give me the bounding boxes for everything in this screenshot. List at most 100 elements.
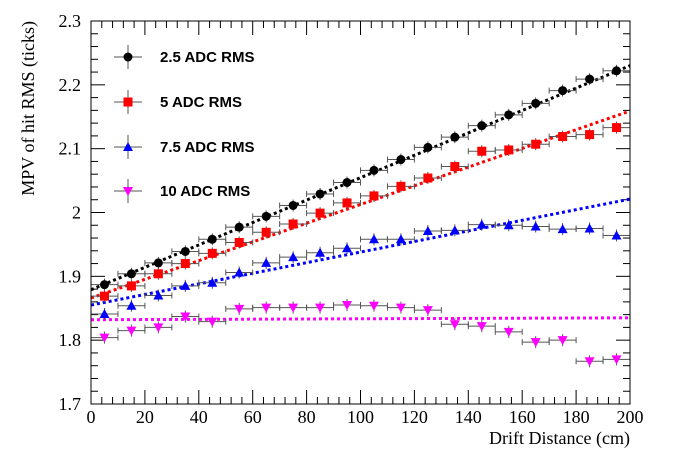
data-point: [99, 333, 110, 343]
legend-marker: [123, 187, 133, 196]
data-point: [234, 267, 245, 277]
axis-ticks: [90, 20, 631, 405]
data-point: [153, 290, 164, 300]
data-point: [530, 338, 541, 348]
data-point: [450, 162, 460, 172]
data-point: [611, 230, 622, 240]
y-tick-label: 2.2: [59, 75, 82, 95]
fit-line: [90, 197, 631, 307]
data-point: [261, 257, 272, 267]
x-tick-label: 0: [87, 407, 96, 427]
data-point: [288, 200, 298, 210]
data-point: [369, 165, 379, 175]
data-point: [476, 322, 487, 332]
data-point: [423, 142, 433, 152]
data-point: [368, 234, 379, 244]
data-point: [180, 246, 190, 256]
data-point: [126, 281, 136, 291]
data-point: [449, 320, 460, 330]
data-point: [395, 234, 406, 244]
x-tick-label: 200: [617, 407, 644, 427]
data-point: [288, 303, 299, 313]
data-point: [557, 336, 568, 346]
data-point: [153, 258, 163, 268]
x-tick-label: 40: [190, 407, 208, 427]
data-point: [584, 223, 595, 233]
legend-marker: [123, 52, 133, 62]
data-point: [180, 259, 190, 269]
data-point: [503, 220, 514, 230]
data-point: [612, 66, 622, 76]
data-point: [342, 301, 353, 311]
x-tick-label: 120: [401, 407, 428, 427]
legend: 2.5 ADC RMS 5 ADC RMS 7.5 ADC RMS 10 ADC RM…: [114, 45, 254, 203]
data-point: [531, 139, 541, 149]
data-point: [234, 238, 244, 248]
data-point: [422, 226, 433, 236]
data-point: [612, 123, 622, 133]
data-point: [153, 323, 164, 333]
data-point: [476, 219, 487, 229]
data-point: [611, 355, 622, 365]
data-point: [261, 227, 271, 237]
data-point: [180, 312, 191, 322]
legend-label: 2.5 ADC RMS: [160, 49, 254, 66]
data-point: [503, 327, 514, 337]
data-point: [126, 269, 136, 279]
data-point: [342, 177, 352, 187]
data-point: [315, 189, 325, 199]
data-point: [315, 208, 325, 218]
y-tick-label: 2: [72, 203, 81, 223]
data-point: [342, 243, 353, 253]
data-point: [261, 303, 272, 313]
legend-label: 10 ADC RMS: [160, 183, 250, 200]
x-tick-label: 140: [455, 407, 482, 427]
x-tick-labels: 0 20 40 60 80 100 120 140 160 180 200: [87, 407, 644, 427]
data-point: [234, 222, 244, 232]
legend-marker: [123, 97, 133, 107]
x-axis-label: Drift Distance (cm): [489, 428, 630, 449]
data-point: [422, 306, 433, 316]
legend-marker: [123, 142, 133, 151]
y-tick-labels: 1.7 1.8 1.9 2 2.1 2.2 2.3: [59, 11, 82, 414]
x-tick-label: 160: [509, 407, 536, 427]
data-point: [396, 181, 406, 191]
data-point: [342, 198, 352, 208]
data-point: [126, 300, 137, 310]
data-point: [315, 303, 326, 313]
data-point: [234, 304, 245, 314]
data-point: [585, 74, 595, 84]
data-point: [99, 280, 109, 290]
data-point: [477, 121, 487, 131]
x-tick-label: 80: [298, 407, 316, 427]
data-point: [153, 269, 163, 279]
data-point: [585, 130, 595, 140]
data-point: [504, 110, 514, 120]
data-point: [180, 280, 191, 290]
legend-label: 5 ADC RMS: [160, 94, 242, 111]
y-tick-label: 2.3: [59, 11, 82, 31]
data-point: [449, 225, 460, 235]
legend-label: 7.5 ADC RMS: [160, 139, 254, 156]
data-point: [584, 357, 595, 367]
x-tick-label: 60: [244, 407, 262, 427]
data-point: [99, 291, 109, 301]
y-axis-label: MPV of hit RMS (ticks): [18, 21, 39, 196]
data-point: [315, 247, 326, 257]
data-point: [558, 132, 568, 142]
y-tick-label: 1.7: [59, 394, 82, 414]
y-tick-label: 1.8: [59, 330, 82, 350]
data-point: [531, 98, 541, 108]
data-point: [369, 191, 379, 201]
data-point: [207, 248, 217, 258]
data-point: [395, 303, 406, 313]
data-point: [450, 132, 460, 142]
x-tick-label: 100: [347, 407, 374, 427]
data-point: [207, 317, 218, 327]
plot-frame: [90, 20, 631, 405]
data-point: [368, 301, 379, 311]
data-point: [288, 219, 298, 229]
x-tick-label: 20: [136, 407, 154, 427]
x-tick-label: 180: [563, 407, 590, 427]
data-point: [288, 252, 299, 262]
